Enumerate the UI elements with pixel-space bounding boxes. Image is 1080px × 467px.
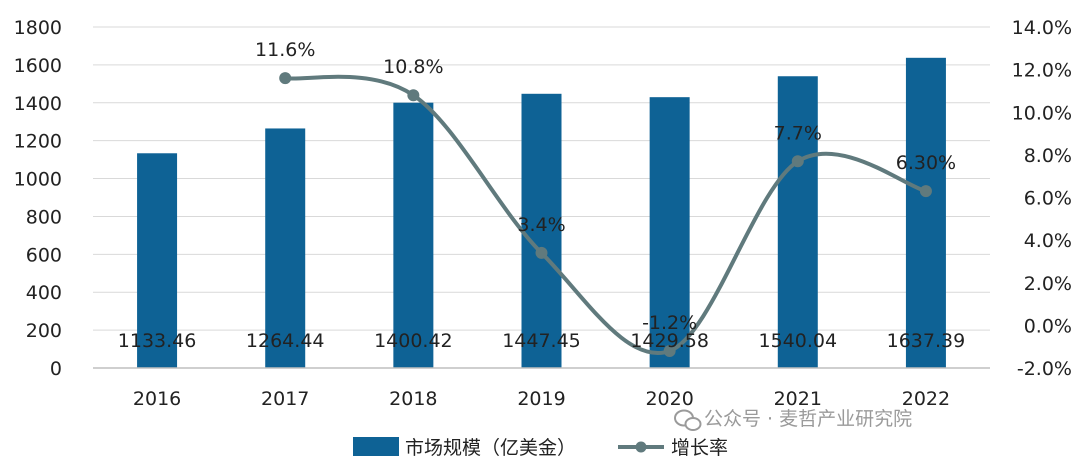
line-data-labels: 11.6% 10.8% 3.4% -1.2% 7.7% 6.30%	[255, 39, 956, 334]
line-data-label: 3.4%	[517, 214, 565, 236]
y-tick-label-right: -2.0%	[1017, 358, 1072, 380]
x-tick-label: 2017	[261, 388, 309, 410]
growth-rate-point	[279, 72, 292, 85]
bar	[777, 76, 818, 368]
y-tick-label-right: 4.0%	[1024, 230, 1072, 252]
y-tick-label-left: 1600	[14, 55, 62, 77]
bar-data-label: 1133.46	[118, 330, 197, 352]
watermark: 公众号 · 麦哲产业研究院	[674, 408, 912, 431]
x-tick-label: 2022	[902, 388, 950, 410]
legend-label-line: 增长率	[671, 437, 728, 459]
watermark-text: 公众号 · 麦哲产业研究院	[704, 408, 912, 430]
bar-series	[137, 57, 946, 368]
legend-label-bar: 市场规模（亿美金）	[405, 437, 576, 459]
y-tick-label-left: 200	[26, 320, 62, 342]
legend-swatch-bar	[353, 437, 399, 456]
line-series	[279, 72, 932, 357]
growth-rate-point	[407, 89, 420, 102]
y-tick-label-right: 10.0%	[1012, 102, 1072, 124]
legend: 市场规模（亿美金） 增长率	[353, 437, 728, 459]
growth-rate-point	[791, 155, 804, 168]
y-tick-label-left: 1800	[14, 17, 62, 39]
y-tick-label-right: 6.0%	[1024, 188, 1072, 210]
x-tick-label: 2018	[389, 388, 437, 410]
line-data-label: -1.2%	[642, 312, 697, 334]
y-tick-label-left: 0	[50, 358, 62, 380]
x-axis: 2016 2017 2018 2019 2020 2021 2022	[93, 367, 990, 410]
x-tick-label: 2016	[133, 388, 181, 410]
line-data-label: 7.7%	[774, 122, 822, 144]
y-tick-label-right: 8.0%	[1024, 145, 1072, 167]
bar-data-label: 1637.39	[887, 330, 966, 352]
bar	[137, 153, 178, 368]
y-tick-label-left: 1000	[14, 169, 62, 191]
line-data-label: 11.6%	[255, 39, 315, 61]
bar-data-label: 1540.04	[758, 330, 837, 352]
bar-data-label: 1429.58	[630, 330, 709, 352]
x-tick-label: 2019	[517, 388, 565, 410]
y-tick-label-left: 1400	[14, 93, 62, 115]
bar-data-label: 1400.42	[374, 330, 453, 352]
x-tick-label: 2020	[645, 388, 693, 410]
bar-data-label: 1447.45	[502, 330, 581, 352]
growth-rate-line	[283, 74, 928, 355]
bar-data-label: 1264.44	[246, 330, 325, 352]
x-tick-label: 2021	[774, 388, 822, 410]
y-tick-label-left: 1200	[14, 131, 62, 153]
y-tick-label-right: 2.0%	[1024, 273, 1072, 295]
line-data-label: 10.8%	[383, 56, 443, 78]
bar	[265, 128, 306, 368]
bar	[905, 57, 946, 368]
bar	[649, 97, 690, 368]
legend-marker-line	[635, 441, 647, 453]
y-axis-right: -2.0% 0.0% 2.0% 4.0% 6.0% 8.0% 10.0% 12.0% 14.0%	[1012, 17, 1072, 380]
y-tick-label-right: 0.0%	[1024, 315, 1072, 337]
y-tick-label-left: 800	[26, 206, 62, 228]
y-tick-label-right: 12.0%	[1012, 60, 1072, 82]
growth-rate-point	[663, 344, 676, 357]
y-tick-label-left: 400	[26, 282, 62, 304]
bar-data-labels: 1133.46 1264.44 1400.42 1447.45 1429.58 1540.…	[118, 330, 965, 352]
y-axis-left: 0 200 400 600 800 1000 1200 1400 1600 1800	[14, 17, 62, 380]
bar	[521, 93, 562, 368]
y-tick-label-right: 14.0%	[1012, 17, 1072, 39]
growth-rate-point	[919, 185, 932, 198]
growth-rate-point	[535, 246, 548, 259]
line-data-label: 6.30%	[896, 152, 956, 174]
wechat-icon	[674, 409, 702, 431]
y-tick-label-left: 600	[26, 244, 62, 266]
bar	[393, 102, 434, 368]
